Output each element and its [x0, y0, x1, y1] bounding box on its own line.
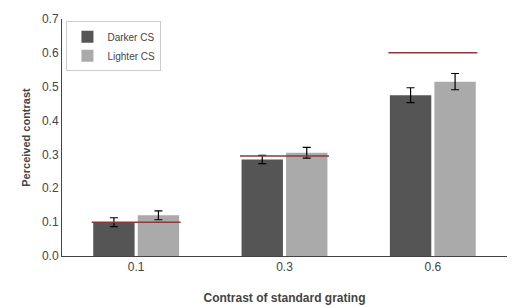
svg-text:0.2: 0.2: [42, 181, 59, 195]
svg-text:0.3: 0.3: [42, 148, 59, 162]
svg-text:Contrast of standard grating: Contrast of standard grating: [203, 291, 365, 305]
svg-text:Darker CS: Darker CS: [107, 32, 154, 43]
svg-text:0.5: 0.5: [42, 80, 59, 94]
svg-text:Perceived contrast: Perceived contrast: [20, 88, 32, 187]
svg-text:0.0: 0.0: [42, 249, 59, 263]
svg-text:0.3: 0.3: [276, 260, 293, 274]
svg-text:Lighter CS: Lighter CS: [107, 51, 155, 62]
svg-text:0.4: 0.4: [42, 114, 59, 128]
svg-text:0.1: 0.1: [42, 215, 59, 229]
svg-text:0.7: 0.7: [42, 12, 59, 26]
svg-text:0.6: 0.6: [42, 46, 59, 60]
svg-text:0.6: 0.6: [424, 260, 441, 274]
svg-text:0.1: 0.1: [128, 260, 145, 274]
